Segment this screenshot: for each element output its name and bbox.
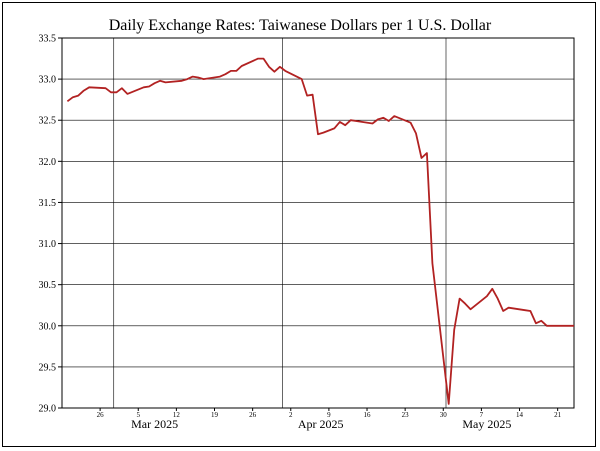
x-tick-label: 30 [440, 411, 448, 419]
series-layer [66, 57, 574, 405]
x-tick-label: 2 [289, 411, 293, 419]
x-tick-label: 16 [364, 411, 372, 419]
x-tick-label: 21 [554, 411, 562, 419]
x-tick-label: 14 [516, 411, 524, 419]
y-tick-label: 30.0 [39, 321, 57, 332]
y-tick-label: 30.5 [39, 280, 57, 291]
month-label: May 2025 [462, 417, 511, 431]
x-tick-label: 12 [173, 411, 181, 419]
x-tick-label: 26 [249, 411, 257, 419]
y-tick-label: 32.0 [39, 157, 57, 168]
x-tick-label: 19 [211, 411, 219, 419]
x-tick-label: 9 [327, 411, 331, 419]
grid-layer [62, 38, 574, 408]
month-label: Mar 2025 [131, 417, 178, 431]
chart-title: Daily Exchange Rates: Taiwanese Dollars … [109, 17, 492, 34]
chart-frame [2, 2, 596, 447]
y-tick-label: 31.5 [39, 198, 57, 209]
y-tick-label: 32.5 [39, 116, 57, 127]
x-tick-label: 7 [480, 411, 484, 419]
plot-area [61, 37, 575, 409]
y-tick-label: 31.0 [39, 239, 57, 250]
x-tick-label: 23 [402, 411, 410, 419]
axis-layer: 33.5 33.0 32.5 32.0 31.5 31.0 30.5 30.0 29.5 29.0… [39, 34, 562, 432]
x-tick-label: 5 [137, 411, 141, 419]
series-line [66, 57, 574, 405]
y-tick-label: 29.5 [39, 362, 57, 373]
x-tick-label: 26 [97, 411, 105, 419]
y-tick-label: 29.0 [39, 404, 57, 415]
y-tick-label: 33.0 [39, 75, 57, 86]
month-label: Apr 2025 [298, 417, 344, 431]
y-tick-label: 33.5 [39, 34, 57, 45]
